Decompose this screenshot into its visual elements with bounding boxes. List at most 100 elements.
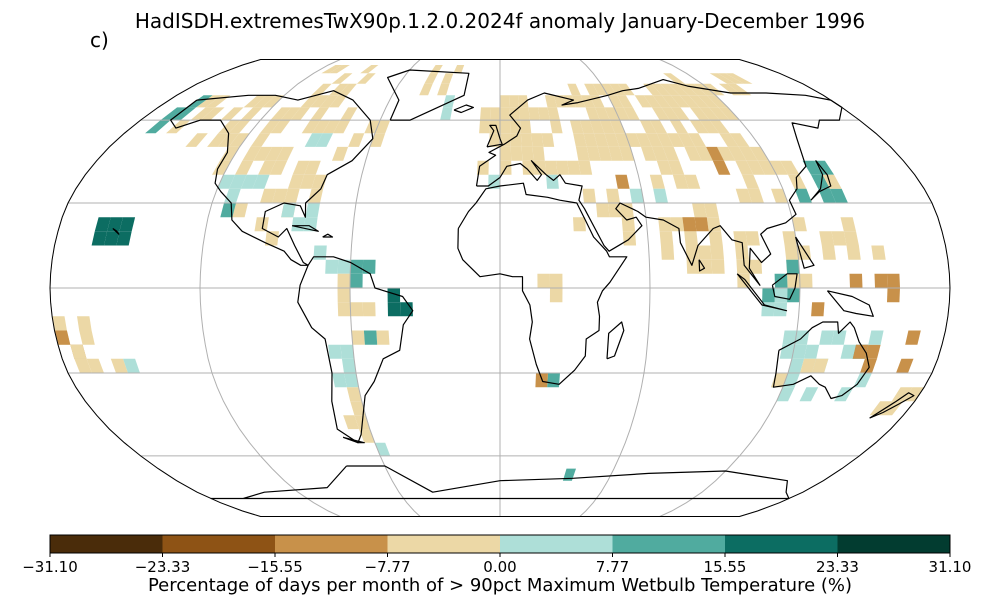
anomaly-cell	[699, 259, 713, 274]
anomaly-cell	[374, 442, 391, 456]
anomaly-cell	[641, 146, 657, 161]
anomaly-cell	[537, 273, 550, 288]
anomaly-cell	[585, 107, 600, 121]
anomaly-cell	[698, 245, 712, 260]
anomaly-cell	[186, 95, 213, 108]
anomaly-cell	[791, 217, 807, 232]
coastline	[771, 273, 798, 300]
anomaly-cell	[299, 174, 316, 189]
anomaly-cell	[531, 133, 544, 147]
colorbar-tick-label: 23.33	[816, 558, 859, 576]
anomaly-cell	[562, 468, 576, 481]
anomaly-cell	[592, 83, 608, 96]
anomaly-cell	[831, 330, 847, 345]
anomaly-cell	[649, 174, 665, 189]
anomaly-cell	[649, 120, 667, 134]
anomaly-cell	[608, 203, 622, 218]
anomaly-cell	[281, 203, 296, 218]
anomaly-cell	[811, 174, 830, 189]
anomaly-cell	[639, 120, 657, 134]
anomaly-cell	[350, 302, 364, 317]
anomaly-cell	[822, 174, 842, 189]
anomaly-cell	[490, 107, 500, 121]
map-title: HadISDH.extremesTwX90p.1.2.0.2024f anoma…	[134, 9, 866, 33]
anomaly-cell	[646, 133, 663, 147]
anomaly-cell	[735, 245, 749, 260]
anomaly-cell	[116, 231, 132, 246]
colorbar-segment	[725, 535, 838, 553]
anomaly-cell	[532, 146, 545, 161]
anomaly-cell	[620, 203, 634, 218]
anomaly-cell	[663, 73, 686, 84]
anomaly-cell	[573, 217, 586, 232]
anomaly-cell	[903, 387, 925, 402]
anomaly-cell	[595, 107, 610, 121]
anomaly-cell	[695, 146, 713, 161]
anomaly-cell	[262, 95, 285, 108]
anomaly-cell	[670, 95, 690, 108]
anomaly-cell	[619, 146, 635, 161]
anomaly-cell	[259, 120, 281, 134]
anomaly-cell	[699, 120, 720, 134]
anomaly-cell	[735, 188, 752, 203]
anomaly-cell	[662, 146, 680, 161]
anomaly-cell	[621, 217, 636, 232]
anomaly-cell	[580, 95, 595, 108]
anomaly-cell	[651, 83, 671, 96]
anomaly-cell	[776, 387, 795, 402]
anomaly-cell	[547, 107, 560, 121]
anomaly-cell	[520, 120, 532, 134]
anomaly-cell	[692, 203, 707, 218]
anomaly-cell	[107, 217, 123, 232]
anomaly-cell	[736, 259, 750, 274]
anomaly-cell	[748, 259, 763, 274]
anomaly-cell	[684, 174, 701, 189]
anomaly-cell	[608, 146, 624, 161]
globe-outline	[49, 59, 951, 517]
anomaly-cell	[718, 107, 740, 121]
anomaly-cell	[670, 217, 685, 232]
anomaly-cell	[868, 330, 884, 345]
anomaly-cell	[651, 146, 668, 161]
anomaly-cell	[634, 95, 652, 108]
anomaly-cell	[738, 146, 758, 161]
anomaly-cell	[549, 120, 563, 134]
anomaly-cell	[599, 120, 615, 134]
anomaly-cell	[337, 273, 351, 288]
anomaly-cell	[291, 217, 306, 232]
anomaly-cell	[110, 358, 128, 373]
coastline	[869, 392, 915, 419]
colorbar-tick-label: −23.33	[134, 558, 191, 576]
anomaly-cell	[544, 95, 557, 108]
colorbar-segment	[162, 535, 276, 553]
anomaly-cell	[784, 245, 799, 260]
anomaly-cell	[519, 107, 530, 121]
anomaly-cell	[629, 188, 644, 203]
anomaly-cell	[70, 344, 87, 359]
anomaly-cell	[667, 133, 685, 147]
anomaly-cell	[709, 120, 730, 134]
anomaly-cell	[332, 373, 347, 388]
anomaly-cell	[500, 146, 512, 161]
anomaly-cell	[510, 133, 522, 147]
colorbar-tick-label: −31.10	[22, 558, 78, 576]
anomaly-cell	[745, 231, 760, 246]
anomaly-cell	[235, 160, 254, 175]
anomaly-cell	[329, 95, 348, 108]
anomaly-cell	[350, 259, 364, 274]
anomaly-cell	[305, 203, 320, 218]
anomaly-cell	[228, 120, 251, 134]
anomaly-cell	[593, 133, 609, 147]
colorbar-segment	[612, 535, 726, 553]
anomaly-cell	[315, 133, 333, 147]
anomaly-cell	[708, 107, 730, 121]
anomaly-cell	[643, 83, 662, 96]
coastline	[810, 160, 832, 201]
anomaly-cell	[228, 133, 250, 147]
anomaly-cell	[604, 133, 620, 147]
anomaly-cell	[303, 217, 318, 232]
anomaly-cell	[337, 302, 351, 317]
anomaly-cell	[818, 188, 836, 203]
anomaly-cell	[480, 107, 491, 121]
